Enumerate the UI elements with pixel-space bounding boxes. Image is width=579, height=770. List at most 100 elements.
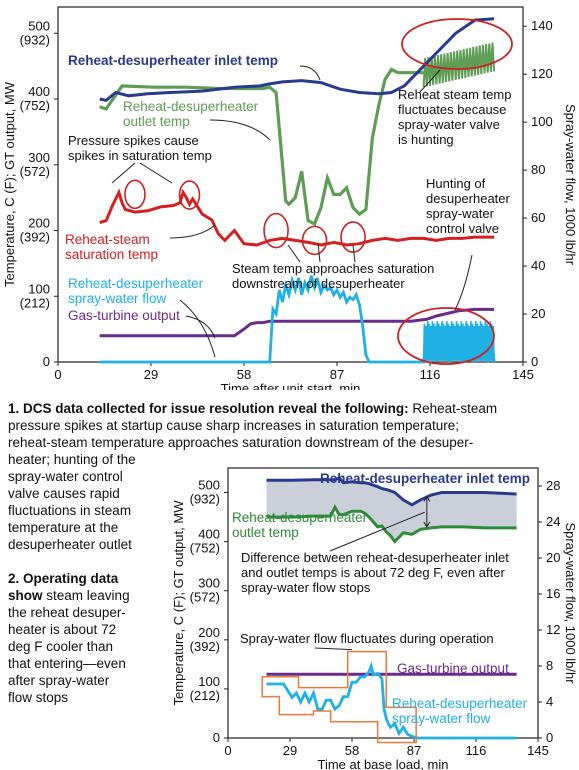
x-tick-label: 29 (283, 743, 297, 758)
caption-1: 1. DCS data collected for issue resoluti… (8, 401, 498, 552)
label-gt: Gas-turbine output (68, 308, 180, 323)
y2-tick-label: 24 (546, 514, 560, 529)
y-tick-label: 100 (198, 674, 220, 689)
difference-arrow-head-bottom (423, 521, 431, 528)
y2-tick-label: 8 (546, 658, 553, 673)
y-tick-label: 400 (28, 84, 50, 99)
label-fluct-line-1: Reheat steam temp (398, 87, 511, 102)
y-tick-label: 300 (198, 576, 220, 591)
y-tick-label: 400 (198, 527, 220, 542)
plot-frame (57, 6, 524, 363)
label-spray-line-1: Reheat-desuperheater (68, 276, 204, 291)
label-spray-line-2: spray-water flow (68, 291, 167, 306)
y-tick-label: 200 (28, 216, 50, 231)
y-tick-label: 200 (198, 625, 220, 640)
x-axis-label: Time at base load, min (317, 757, 448, 770)
x-tick-label: 116 (420, 367, 441, 382)
series-outlet-temp (266, 504, 517, 544)
highlight-ellipse-hunting (397, 307, 495, 365)
label-hunting-line-2: desuperheater (426, 191, 511, 206)
y-tick-label: 500 (198, 478, 220, 493)
series-saturation-temp (99, 188, 495, 247)
label-fluct-line-4: is hunting (398, 132, 454, 147)
label-outlet-line-2: outlet temp (232, 525, 299, 540)
highlight-ellipse-outlet (401, 18, 513, 70)
y-tick-label: 100 (28, 281, 50, 296)
leader-spray (179, 299, 216, 358)
y-tick-label-f: (212) (20, 295, 50, 310)
label-outlet-line-1: Reheat-desuperheater (232, 510, 368, 525)
spray-fluctuation-outline (261, 650, 417, 744)
y-tick-label: 0 (213, 730, 220, 745)
leader-fluct (419, 69, 441, 93)
highlight-circle-3 (263, 212, 289, 249)
y-axis-label: Temperature, C (F); GT output, MW (2, 81, 17, 287)
highlight-circle-1 (124, 179, 146, 210)
label-pressure-line-2: spikes in saturation temp (68, 148, 212, 163)
difference-arrow-head-top (423, 495, 431, 502)
y-tick-label-f: (392) (20, 230, 50, 245)
leader-outlet (209, 119, 271, 141)
leader-saturation (169, 224, 216, 239)
x-tick-label: 145 (527, 743, 549, 758)
plot-frame (227, 467, 539, 739)
series-spray-water-flow (266, 661, 517, 740)
y2-tick-label: 20 (531, 306, 545, 321)
leader-pressure-2 (139, 162, 173, 184)
y-tick-label-f: (752) (190, 541, 220, 556)
y-tick-label: 0 (43, 354, 50, 369)
x-tick-label: 0 (224, 743, 231, 758)
leader-difference (329, 511, 426, 552)
label-difference-line-3: spray-water flow stops (241, 580, 371, 595)
series-gas-turbine-output (99, 307, 495, 338)
x-tick-label: 145 (512, 367, 534, 382)
label-spray-line-2: spray-water flow (392, 711, 491, 726)
leader-inlet (299, 65, 321, 81)
y2-tick-label: 20 (546, 550, 560, 565)
label-hunting-line-1: Hunting of (426, 176, 486, 191)
label-pressure-line-1: Pressure spikes cause (68, 133, 199, 148)
y-tick-label: 300 (28, 150, 50, 165)
label-spray-fluctuates: Spray-water flow fluctuates during opera… (240, 631, 494, 646)
y-tick-label-f: (752) (20, 98, 50, 113)
x-tick-label: 58 (345, 743, 359, 758)
series-spray-water-hunting (422, 321, 495, 361)
label-fluct-line-3: spray-water valve (398, 117, 500, 132)
label-difference-line-1: Difference between reheat-desuperheater … (241, 550, 509, 565)
highlight-circle-2 (178, 180, 201, 210)
highlight-circle-4 (301, 225, 328, 256)
x-tick-label: 87 (330, 367, 344, 382)
label-saturation-line-2: saturation temp (65, 247, 158, 262)
label-inlet: Reheat-desuperheater inlet temp (320, 471, 530, 486)
label-inlet: Reheat-desuperheater inlet temp (68, 53, 278, 68)
label-fluct-line-2: fluctuates because (398, 102, 506, 117)
y-tick-label-f: (212) (190, 688, 220, 703)
label-saturation-line-1: Reheat-steam (65, 232, 150, 247)
y2-axis-label: Spray-water flow, 1000 lb/hr (563, 522, 578, 684)
y2-tick-label: 80 (531, 162, 545, 177)
y-tick-label-f: (572) (20, 164, 50, 179)
label-hunting-line-4: control valve (426, 221, 499, 236)
x-tick-label: 116 (466, 743, 487, 758)
label-spray-line-1: Reheat-desuperheater (392, 696, 528, 711)
leader-hunting (454, 254, 473, 311)
chart-1: 0 29 58 87 116 145 Time after unit start, min 0… (2, 6, 578, 390)
label-hunting-line-3: spray-water (426, 206, 495, 221)
series-inlet-temp (99, 17, 495, 103)
x-tick-label: 0 (54, 367, 61, 382)
x-axis-label: Time after unit start, min (221, 381, 361, 390)
y2-tick-label: 28 (546, 478, 560, 493)
leader-pressure-1 (111, 162, 136, 184)
leader-approach-3 (352, 244, 356, 263)
label-approach-line-1: Steam temp approaches saturation (232, 261, 434, 276)
leader-gt (185, 315, 216, 339)
caption-2: 2. Operating data show steam leaving the… (8, 571, 130, 705)
y2-tick-label: 100 (531, 114, 553, 129)
label-outlet-line-2: outlet temp (123, 114, 190, 129)
label-outlet-line-1: Reheat-desuperheater (123, 99, 259, 114)
y2-tick-label: 12 (546, 622, 560, 637)
y2-tick-label: 120 (531, 66, 553, 81)
y-tick-label-f: (392) (190, 639, 220, 654)
y2-tick-label: 60 (531, 210, 545, 225)
